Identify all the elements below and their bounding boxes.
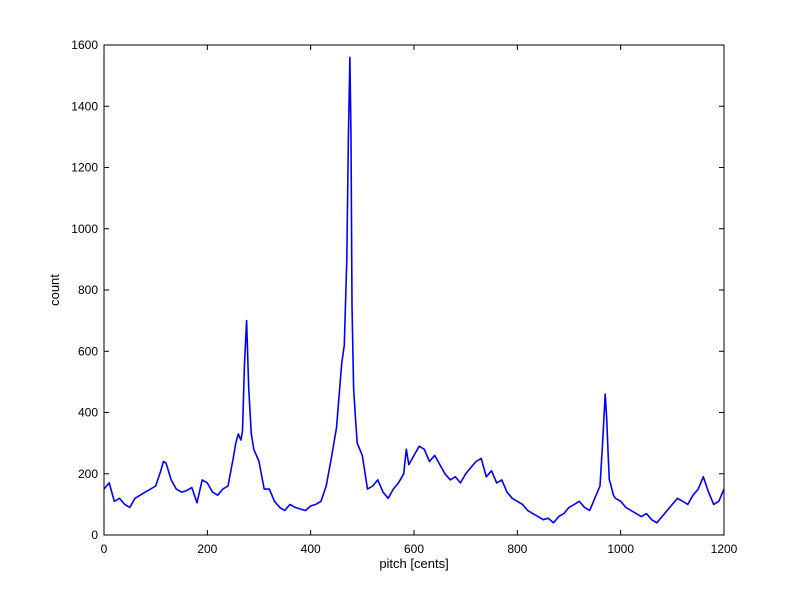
x-tick-label: 400 — [301, 542, 321, 556]
y-tick-label: 1000 — [71, 222, 98, 236]
y-tick-label: 600 — [78, 344, 98, 358]
y-tick-label: 800 — [78, 283, 98, 297]
x-axis-label: pitch [cents] — [379, 556, 448, 571]
y-tick-label: 200 — [78, 467, 98, 481]
plot-area-background — [104, 45, 724, 535]
y-tick-label: 1200 — [71, 161, 98, 175]
y-tick-label: 0 — [91, 528, 98, 542]
series-line — [103, 56, 725, 524]
y-tick-label: 1400 — [71, 99, 98, 113]
y-tick-label: 1600 — [71, 38, 98, 52]
plot-area-frame — [103, 44, 725, 536]
y-axis-label: count — [47, 274, 62, 306]
y-tick-label: 400 — [78, 406, 98, 420]
ticks-layer: 0 200 400 600 800 1000 1200 0 200 400 600 800 1000 12… — [71, 38, 737, 556]
x-tick-label: 1000 — [607, 542, 634, 556]
x-tick-label: 0 — [101, 542, 108, 556]
x-tick-label: 600 — [404, 542, 424, 556]
x-tick-label: 200 — [197, 542, 217, 556]
x-tick-label: 1200 — [711, 542, 738, 556]
series-layer — [103, 56, 725, 524]
x-tick-label: 800 — [507, 542, 527, 556]
